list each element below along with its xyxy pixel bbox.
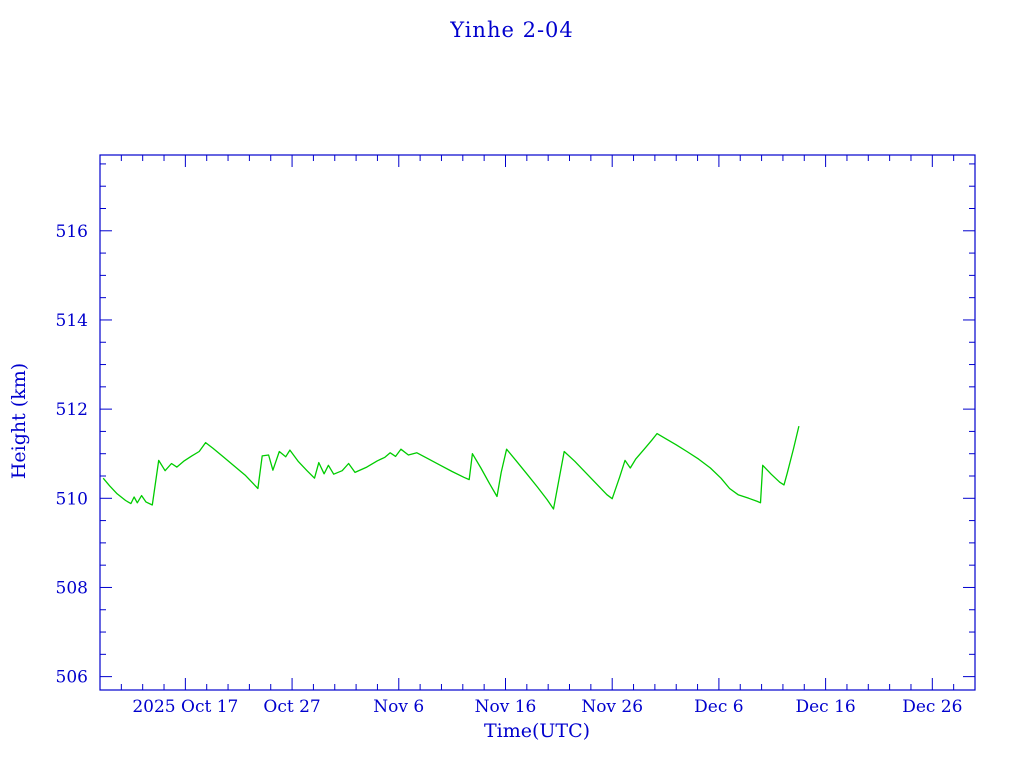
y-tick-label: 506 — [56, 668, 88, 688]
x-axis-title: Time(UTC) — [483, 720, 591, 742]
y-tick-label: 508 — [56, 578, 88, 598]
plot-frame — [99, 154, 976, 691]
y-tick-label: 510 — [56, 489, 88, 509]
y-tick-label: 512 — [56, 400, 88, 420]
x-tick-label: Nov 26 — [581, 697, 643, 717]
x-tick-label: 2025 Oct 17 — [132, 697, 238, 717]
height-series-line — [102, 425, 800, 510]
y-tick-label: 514 — [56, 311, 88, 331]
chart-title: Yinhe 2-04 — [450, 18, 574, 42]
x-tick-label: Nov 6 — [373, 697, 424, 717]
x-tick-label: Nov 16 — [475, 697, 537, 717]
x-tick-label: Dec 16 — [795, 697, 855, 717]
y-axis-title: Height (km) — [8, 362, 30, 480]
x-tick-label: Dec 6 — [694, 697, 743, 717]
x-tick-label: Oct 27 — [263, 697, 320, 717]
x-tick-label: Dec 26 — [902, 697, 962, 717]
y-tick-label: 516 — [56, 222, 88, 242]
